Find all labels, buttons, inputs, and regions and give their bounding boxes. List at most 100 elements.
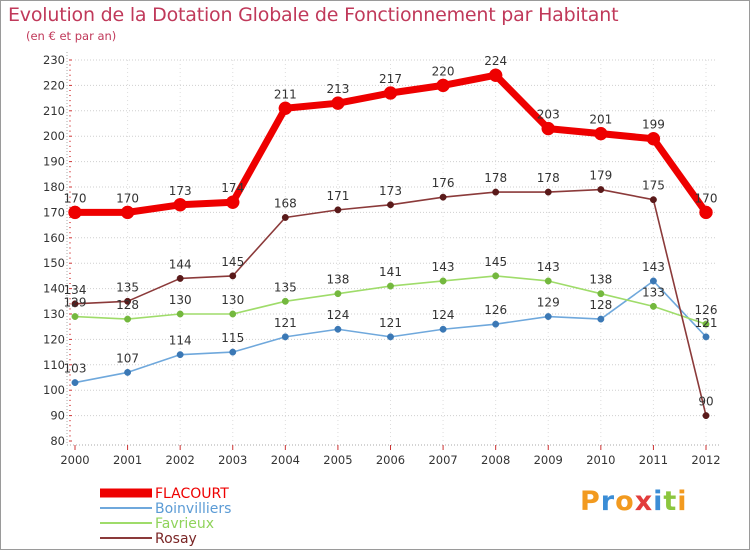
point-rosay-2006	[387, 201, 394, 209]
y-tick-label-90: 90	[50, 409, 65, 423]
data-label-favrieux-2011: 133	[642, 285, 665, 299]
point-flacourt-2003	[226, 195, 240, 209]
data-label-boinvilliers-2004: 121	[274, 316, 297, 330]
point-flacourt-2004	[278, 101, 293, 116]
x-tick-label-2008: 2008	[481, 453, 510, 467]
data-label-rosay-2006: 173	[379, 184, 402, 198]
data-label-boinvilliers-2008: 126	[484, 303, 507, 317]
point-favrieux-2008	[492, 272, 500, 280]
x-tick-label-2007: 2007	[428, 453, 457, 467]
axes: 8090100110120130140150160170180190200210…	[43, 52, 721, 467]
y-tick-label-150: 150	[43, 256, 65, 270]
y-tick-label-230: 230	[43, 53, 65, 67]
data-label-favrieux-2012: 126	[695, 303, 718, 317]
data-label-rosay-2011: 175	[642, 179, 665, 193]
y-tick-label-140: 140	[43, 282, 65, 296]
point-favrieux-2011	[649, 302, 657, 310]
data-label-favrieux-2001: 128	[116, 298, 139, 312]
y-tick-label-160: 160	[43, 231, 65, 245]
point-boinvilliers-2010	[597, 315, 605, 323]
point-favrieux-2005	[334, 290, 342, 298]
point-favrieux-2001	[124, 315, 132, 323]
point-boinvilliers-2004	[281, 333, 289, 341]
point-favrieux-2004	[281, 297, 289, 305]
data-label-rosay-2008: 178	[484, 171, 507, 185]
data-label-boinvilliers-2012: 121	[695, 316, 718, 330]
data-label-rosay-2007: 176	[432, 176, 455, 190]
data-label-favrieux-2003: 130	[221, 293, 244, 307]
y-tick-label-120: 120	[43, 332, 65, 346]
data-label-rosay-2003: 145	[221, 255, 244, 269]
legend-label-rosay: Rosay	[155, 531, 197, 547]
y-tick-label-110: 110	[43, 358, 65, 372]
point-rosay-2004	[281, 214, 289, 221]
data-label-favrieux-2007: 143	[432, 260, 455, 274]
data-label-rosay-2010: 179	[589, 169, 612, 183]
point-rosay-2001	[124, 297, 132, 305]
data-label-boinvilliers-2000: 103	[64, 362, 87, 376]
data-label-favrieux-2005: 138	[326, 273, 349, 287]
point-flacourt-2000	[68, 205, 82, 220]
point-boinvilliers-2009	[544, 313, 552, 320]
point-rosay-2009	[544, 188, 552, 196]
point-rosay-2011	[649, 196, 657, 204]
point-boinvilliers-2002	[176, 351, 184, 359]
x-tick-label-2004: 2004	[271, 453, 300, 467]
proxiti-logo: Proxiti	[580, 486, 688, 517]
y-tick-label-200: 200	[43, 129, 65, 143]
data-label-flacourt-2011: 199	[642, 118, 665, 132]
data-label-boinvilliers-2009: 129	[537, 296, 560, 310]
data-label-flacourt-2010: 201	[589, 113, 612, 127]
x-tick-label-2003: 2003	[218, 453, 247, 467]
x-tick-label-2010: 2010	[586, 453, 615, 467]
data-label-flacourt-2001: 170	[116, 191, 139, 205]
data-label-rosay-2002: 144	[169, 257, 192, 271]
data-label-favrieux-2002: 130	[169, 293, 192, 307]
point-boinvilliers-2006	[387, 333, 394, 341]
data-label-flacourt-2002: 173	[169, 184, 192, 198]
data-labels: 170 170 173 174 211 213 217 220 224 203 201 199 170 1…	[64, 54, 718, 408]
point-favrieux-2010	[597, 290, 605, 298]
chart-subtitle: (en € et par an)	[26, 29, 117, 43]
data-label-rosay-2009: 178	[537, 171, 560, 185]
point-flacourt-2010	[594, 126, 608, 141]
point-favrieux-2002	[176, 310, 184, 318]
x-tick-label-2002: 2002	[166, 453, 195, 467]
data-label-boinvilliers-2007: 124	[432, 308, 455, 322]
data-label-favrieux-2009: 143	[537, 260, 560, 274]
point-favrieux-2007	[439, 277, 447, 285]
point-rosay-2003	[229, 272, 237, 280]
grid-lines	[75, 59, 716, 441]
data-label-favrieux-2010: 138	[589, 273, 612, 287]
point-favrieux-2012	[702, 320, 710, 328]
data-label-boinvilliers-2005: 124	[326, 308, 349, 322]
y-tick-label-100: 100	[43, 383, 65, 397]
logo-letter: P	[580, 486, 601, 517]
chart-title: Evolution de la Dotation Globale de Fonc…	[8, 4, 619, 26]
point-flacourt-2011	[646, 131, 661, 146]
data-label-favrieux-2006: 141	[379, 265, 402, 279]
point-rosay-2002	[176, 274, 184, 282]
y-tick-label-170: 170	[43, 205, 65, 219]
x-tick-label-2001: 2001	[113, 453, 142, 467]
point-boinvilliers-2000	[71, 379, 79, 387]
point-flacourt-2002	[173, 198, 187, 212]
point-flacourt-2012	[699, 205, 713, 220]
point-boinvilliers-2007	[439, 325, 447, 333]
legend-label-flacourt: FLACOURT	[155, 486, 229, 502]
data-label-rosay-2001: 135	[116, 280, 139, 294]
data-label-flacourt-2000: 170	[64, 191, 87, 205]
data-label-boinvilliers-2010: 128	[589, 298, 612, 312]
data-label-boinvilliers-2011: 143	[642, 260, 665, 274]
x-tick-label-2012: 2012	[691, 453, 720, 467]
y-tick-label-180: 180	[43, 180, 65, 194]
data-label-flacourt-2009: 203	[537, 108, 560, 122]
data-label-rosay-2005: 171	[326, 189, 349, 203]
logo-letter: x	[634, 486, 654, 517]
series-layer	[68, 68, 713, 420]
data-label-flacourt-2006: 217	[379, 72, 402, 86]
x-tick-label-2006: 2006	[376, 453, 405, 467]
